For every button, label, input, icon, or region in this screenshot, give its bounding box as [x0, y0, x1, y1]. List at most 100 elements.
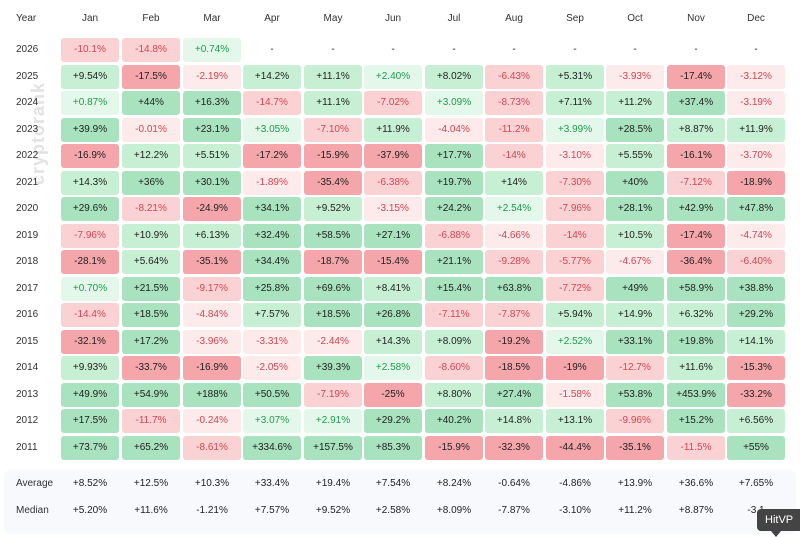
cell-2024-may[interactable]: +11.1%: [304, 91, 362, 115]
cell-2017-oct[interactable]: +49%: [606, 276, 664, 301]
cell-2019-oct[interactable]: +10.5%: [606, 223, 664, 248]
cell-2018-apr[interactable]: +34.4%: [243, 250, 301, 274]
cell-2015-apr[interactable]: -3.31%: [243, 329, 301, 354]
cell-2011-dec[interactable]: +55%: [727, 435, 785, 460]
cell-2024-sep[interactable]: +7.11%: [546, 91, 604, 115]
cell-2021-feb[interactable]: +36%: [122, 170, 180, 195]
cell-2022-sep[interactable]: -3.10%: [546, 144, 604, 168]
cell-2012-nov[interactable]: +15.2%: [667, 409, 725, 433]
cell-2025-mar[interactable]: -2.19%: [183, 64, 241, 89]
cell-2017-jun[interactable]: +8.41%: [364, 276, 422, 301]
cell-2025-dec[interactable]: -3.12%: [727, 64, 785, 89]
cell-2025-nov[interactable]: -17.4%: [667, 64, 725, 89]
cell-2012-may[interactable]: +2.91%: [304, 409, 362, 433]
cell-2011-oct[interactable]: -35.1%: [606, 435, 664, 460]
cell-2023-jan[interactable]: +39.9%: [61, 117, 119, 142]
cell-2021-dec[interactable]: -18.9%: [727, 170, 785, 195]
cell-2023-jul[interactable]: -4.04%: [425, 117, 483, 142]
cell-2012-jun[interactable]: +29.2%: [364, 409, 422, 433]
cell-2015-dec[interactable]: +14.1%: [727, 329, 785, 354]
cell-2014-aug[interactable]: -18.5%: [485, 356, 543, 380]
cell-2023-oct[interactable]: +28.5%: [606, 117, 664, 142]
cell-2018-aug[interactable]: -9.28%: [485, 250, 543, 274]
cell-2026-dec[interactable]: -: [754, 44, 758, 55]
cell-2022-dec[interactable]: -3.70%: [727, 144, 785, 168]
cell-2011-jun[interactable]: +85.3%: [364, 435, 422, 460]
cell-2013-jan[interactable]: +49.9%: [61, 382, 119, 407]
cell-2024-apr[interactable]: -14.7%: [243, 91, 301, 115]
cell-2017-jul[interactable]: +15.4%: [425, 276, 483, 301]
cell-2020-feb[interactable]: -8.21%: [122, 197, 180, 221]
cell-2019-jan[interactable]: -7.96%: [61, 223, 119, 248]
cell-2013-feb[interactable]: +54.9%: [122, 382, 180, 407]
cell-2018-sep[interactable]: -5.77%: [546, 250, 604, 274]
cell-2014-dec[interactable]: -15.3%: [727, 356, 785, 380]
cell-2015-jan[interactable]: -32.1%: [61, 329, 119, 354]
cell-2020-jun[interactable]: -3.15%: [364, 197, 422, 221]
cell-2021-mar[interactable]: +30.1%: [183, 170, 241, 195]
cell-2026-may[interactable]: -: [331, 44, 335, 55]
cell-2014-jan[interactable]: +9.93%: [61, 356, 119, 380]
cell-2018-jul[interactable]: +21.1%: [425, 250, 483, 274]
cell-2026-nov[interactable]: -: [694, 44, 698, 55]
cell-2014-oct[interactable]: -12.7%: [606, 356, 664, 380]
cell-2012-oct[interactable]: -9.96%: [606, 409, 664, 433]
cell-2021-jan[interactable]: +14.3%: [61, 170, 119, 195]
cell-2016-oct[interactable]: +14.9%: [606, 303, 664, 327]
cell-2021-nov[interactable]: -7.12%: [667, 170, 725, 195]
cell-2021-apr[interactable]: -1.89%: [243, 170, 301, 195]
cell-2017-sep[interactable]: -7.72%: [546, 276, 604, 301]
cell-2022-mar[interactable]: +5.51%: [183, 144, 241, 168]
cell-2020-apr[interactable]: +34.1%: [243, 197, 301, 221]
cell-2024-oct[interactable]: +11.2%: [606, 91, 664, 115]
cell-2011-jan[interactable]: +73.7%: [61, 435, 119, 460]
cell-2020-may[interactable]: +9.52%: [304, 197, 362, 221]
cell-2012-jul[interactable]: +40.2%: [425, 409, 483, 433]
cell-2016-nov[interactable]: +6.32%: [667, 303, 725, 327]
cell-2026-jun[interactable]: -: [391, 44, 395, 55]
cell-2020-dec[interactable]: +47.8%: [727, 197, 785, 221]
cell-2019-dec[interactable]: -4.74%: [727, 223, 785, 248]
cell-2025-oct[interactable]: -3.93%: [606, 64, 664, 89]
cell-2024-mar[interactable]: +16.3%: [183, 91, 241, 115]
cell-2017-dec[interactable]: +38.8%: [727, 276, 785, 301]
cell-2021-jun[interactable]: -6.38%: [364, 170, 422, 195]
cell-2021-may[interactable]: -35.4%: [304, 170, 362, 195]
cell-2017-nov[interactable]: +58.9%: [667, 276, 725, 301]
cell-2016-mar[interactable]: -4.84%: [183, 303, 241, 327]
cell-2021-sep[interactable]: -7.30%: [546, 170, 604, 195]
cell-2015-oct[interactable]: +33.1%: [606, 329, 664, 354]
cell-2025-apr[interactable]: +14.2%: [243, 64, 301, 89]
cell-2011-mar[interactable]: -8.61%: [183, 435, 241, 460]
cell-2014-feb[interactable]: -33.7%: [122, 356, 180, 380]
cell-2023-apr[interactable]: +3.05%: [243, 117, 301, 142]
cell-2015-aug[interactable]: -19.2%: [485, 329, 543, 354]
cell-2022-feb[interactable]: +12.2%: [122, 144, 180, 168]
cell-2024-dec[interactable]: -3.19%: [727, 91, 785, 115]
cell-2025-jan[interactable]: +9.54%: [61, 64, 119, 89]
cell-2013-jul[interactable]: +8.80%: [425, 382, 483, 407]
cell-2024-feb[interactable]: +44%: [122, 91, 180, 115]
cell-2022-jun[interactable]: -37.9%: [364, 144, 422, 168]
cell-2026-sep[interactable]: -: [573, 44, 577, 55]
cell-2019-mar[interactable]: +6.13%: [183, 223, 241, 248]
cell-2019-nov[interactable]: -17.4%: [667, 223, 725, 248]
cell-2019-feb[interactable]: +10.9%: [122, 223, 180, 248]
cell-2013-jun[interactable]: -25%: [364, 382, 422, 407]
cell-2014-apr[interactable]: -2.05%: [243, 356, 301, 380]
cell-2023-may[interactable]: -7.10%: [304, 117, 362, 142]
cell-2015-sep[interactable]: +2.52%: [546, 329, 604, 354]
cell-2013-oct[interactable]: +53.8%: [606, 382, 664, 407]
cell-2015-jul[interactable]: +8.09%: [425, 329, 483, 354]
cell-2012-dec[interactable]: +6.56%: [727, 409, 785, 433]
cell-2022-nov[interactable]: -16.1%: [667, 144, 725, 168]
cell-2016-may[interactable]: +18.5%: [304, 303, 362, 327]
cell-2017-apr[interactable]: +25.8%: [243, 276, 301, 301]
cell-2023-feb[interactable]: -0.01%: [122, 117, 180, 142]
cell-2020-jan[interactable]: +29.6%: [61, 197, 119, 221]
cell-2014-sep[interactable]: -19%: [546, 356, 604, 380]
cell-2012-jan[interactable]: +17.5%: [61, 409, 119, 433]
cell-2013-mar[interactable]: +188%: [183, 382, 241, 407]
cell-2013-nov[interactable]: +453.9%: [667, 382, 725, 407]
cell-2020-sep[interactable]: -7.96%: [546, 197, 604, 221]
